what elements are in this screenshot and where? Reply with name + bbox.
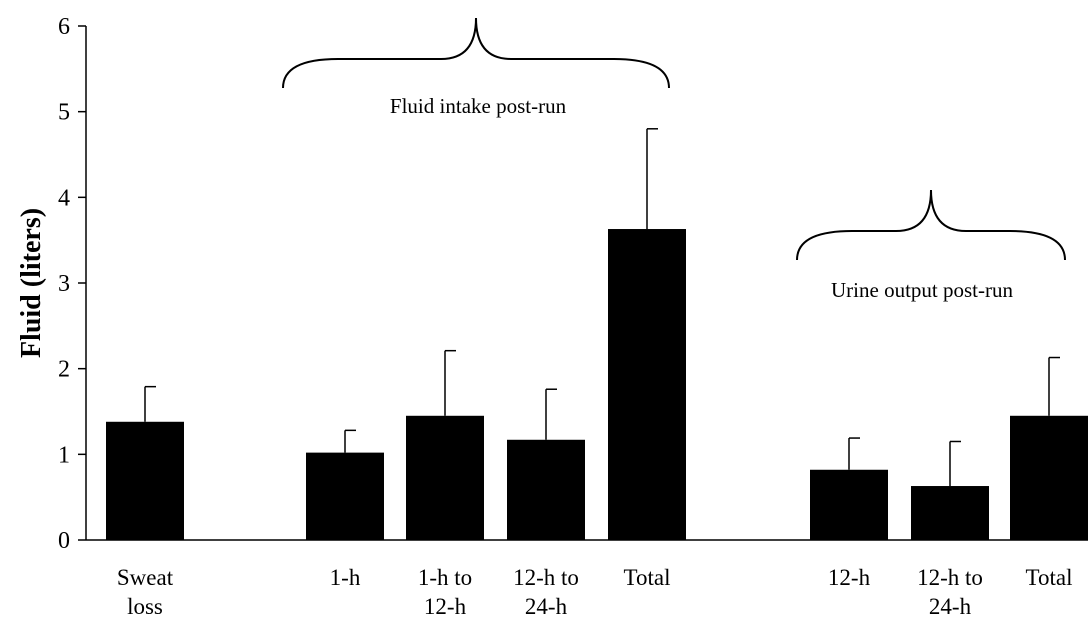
error-bar: [144, 385, 156, 422]
bar: [507, 439, 585, 540]
category-label: Sweat loss: [117, 565, 174, 619]
y-tick-label: 2: [58, 357, 70, 383]
error-bar: [646, 128, 658, 230]
y-tick-label: 4: [58, 185, 70, 211]
y-tick-label: 0: [58, 528, 70, 554]
category-label: Total: [624, 565, 671, 590]
bar: [810, 469, 888, 540]
group-label: Fluid intake post-run: [390, 94, 567, 118]
group-brace: [282, 17, 670, 89]
error-bar: [848, 437, 860, 470]
y-axis-label: Fluid (liters): [16, 208, 47, 358]
category-label: 1-h to 12-h: [418, 565, 472, 619]
category-label: Total: [1026, 565, 1073, 590]
bars: [106, 229, 1088, 540]
group-annotations: Fluid intake post-run Urine output post-r…: [282, 17, 1066, 302]
category-label: 12-h: [828, 565, 871, 590]
y-ticks: 0 1 2 3 4 5 6: [58, 14, 86, 554]
bar: [911, 486, 989, 540]
bar: [106, 421, 184, 540]
error-bars: [144, 128, 1060, 487]
error-bar: [545, 388, 557, 440]
error-bar: [344, 429, 356, 453]
category-label: 12-h to 24-h: [513, 565, 579, 619]
bar: [1010, 415, 1088, 540]
error-bar: [1048, 356, 1060, 416]
bar: [608, 229, 686, 540]
category-labels: Sweat loss 1-h 1-h to 12-h 12-h to 24-h Total 12…: [117, 565, 1073, 619]
y-tick-label: 1: [58, 442, 70, 468]
category-label: 1-h: [330, 565, 361, 590]
group-label: Urine output post-run: [831, 278, 1013, 302]
error-bar: [949, 440, 961, 487]
bar: [406, 415, 484, 540]
error-bar: [444, 349, 456, 416]
y-tick-label: 5: [58, 100, 70, 126]
category-label: 12-h to 24-h: [917, 565, 983, 619]
y-tick-label: 6: [58, 14, 70, 40]
bar: [306, 452, 384, 540]
group-brace: [796, 189, 1066, 261]
y-tick-label: 3: [58, 271, 70, 297]
